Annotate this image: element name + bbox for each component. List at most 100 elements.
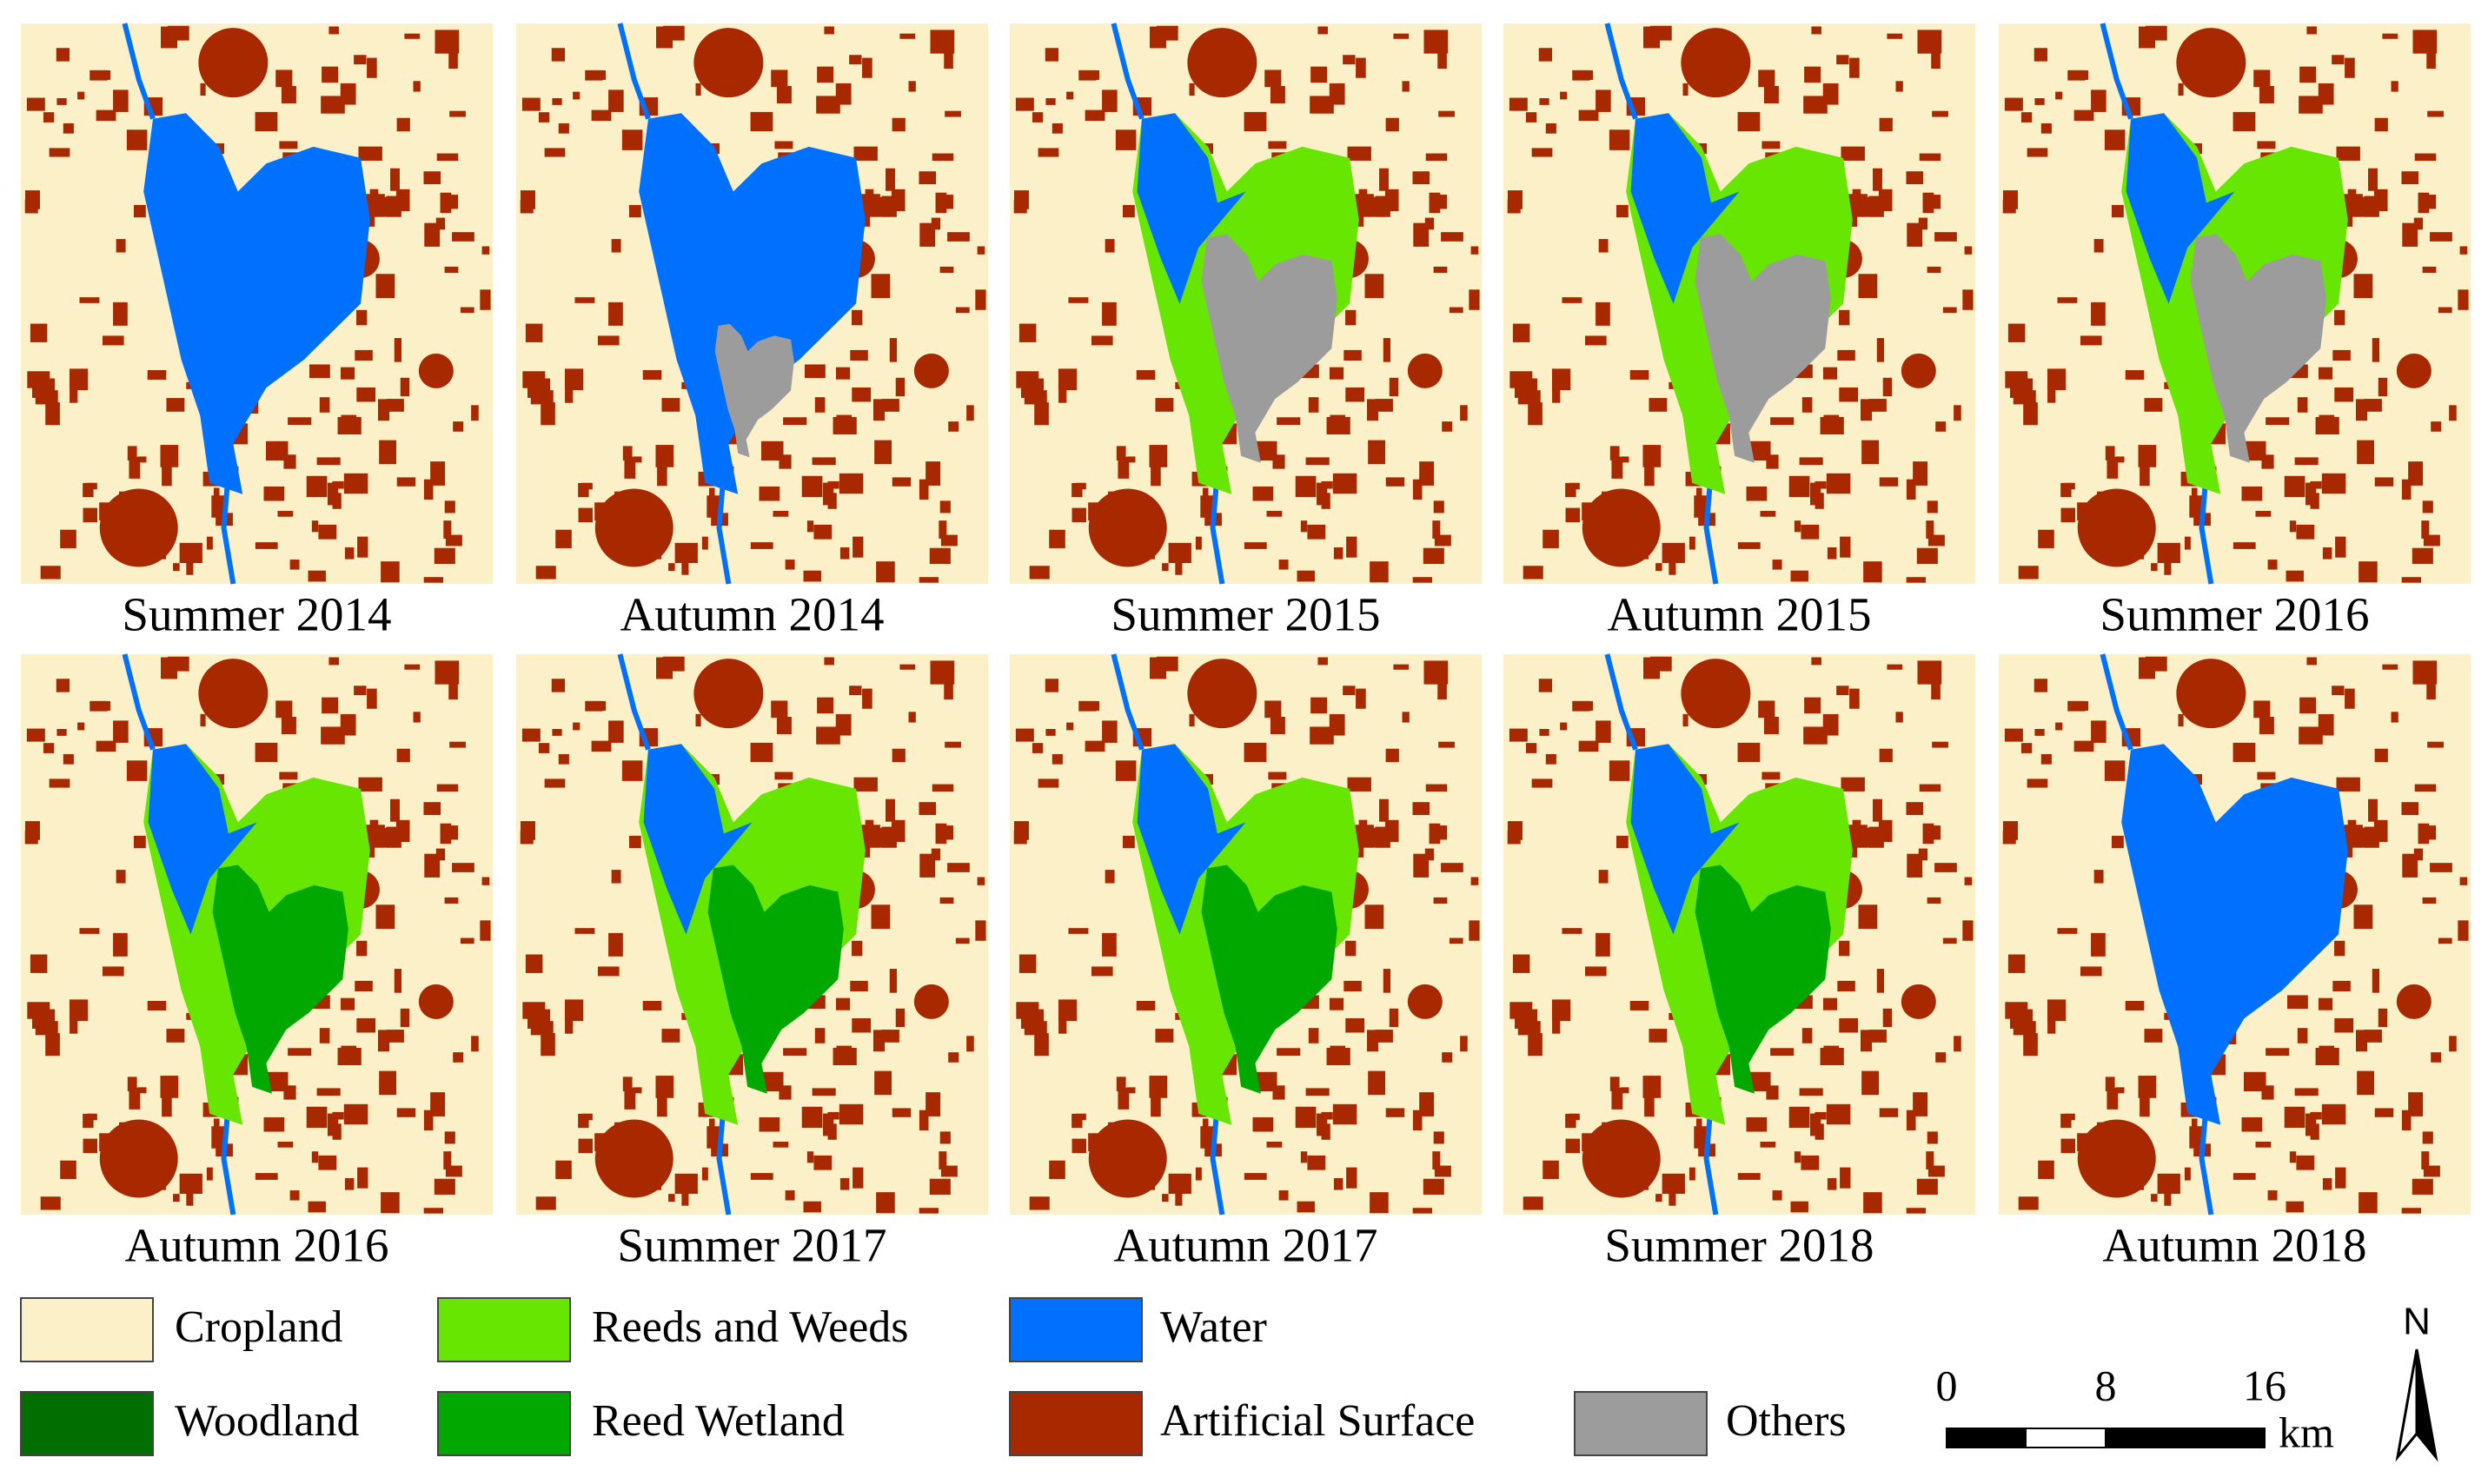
artificial-patch bbox=[1360, 827, 1383, 848]
artificial-patch bbox=[263, 1116, 285, 1132]
artificial-patch bbox=[367, 688, 377, 709]
artificial-patch bbox=[444, 500, 455, 513]
artificial-patch bbox=[357, 1167, 368, 1189]
artificial-patch bbox=[2257, 141, 2276, 149]
artificial-patch bbox=[886, 168, 895, 191]
artificial-patch bbox=[1115, 760, 1137, 781]
artificial-patch bbox=[812, 1088, 836, 1096]
artificial-patch bbox=[2023, 402, 2038, 426]
artificial-patch bbox=[2422, 897, 2437, 904]
artificial-patch bbox=[471, 1036, 479, 1052]
artificial-patch bbox=[1029, 1196, 1050, 1210]
artificial-patch bbox=[1543, 529, 1559, 548]
artificial-patch bbox=[1449, 307, 1463, 314]
legend-swatch bbox=[437, 1297, 571, 1362]
artificial-patch bbox=[852, 940, 863, 957]
artificial-patch bbox=[1168, 1173, 1191, 1195]
artificial-patch bbox=[1413, 222, 1430, 247]
artificial-patch bbox=[277, 1142, 294, 1148]
artificial-patch bbox=[1015, 728, 1034, 742]
artificial-patch bbox=[1662, 542, 1685, 564]
artificial-patch bbox=[167, 656, 189, 672]
artificial-patch bbox=[186, 1183, 194, 1206]
artificial-patch bbox=[1852, 189, 1861, 195]
artificial-patch bbox=[1345, 940, 1357, 957]
artificial-patch bbox=[332, 1111, 344, 1120]
artificial-patch bbox=[1343, 55, 1356, 65]
artificial-patch bbox=[1370, 561, 1389, 583]
artificial-patch bbox=[69, 999, 89, 1022]
artificial-patch bbox=[2347, 189, 2357, 195]
artificial-patch bbox=[43, 112, 55, 123]
artificial-patch bbox=[1438, 741, 1455, 748]
artificial-patch bbox=[1413, 853, 1430, 878]
artificial-patch bbox=[2368, 168, 2378, 191]
artificial-patch bbox=[1412, 802, 1430, 816]
artificial-patch bbox=[2414, 784, 2437, 792]
artificial-patch bbox=[2255, 511, 2272, 517]
artificial-patch bbox=[1876, 338, 1885, 362]
river bbox=[2100, 653, 2214, 1216]
artificial-patch bbox=[2372, 969, 2380, 993]
artificial-patch bbox=[2091, 301, 2106, 326]
artificial-patch bbox=[1045, 729, 1056, 736]
artificial-patch bbox=[1045, 48, 1059, 62]
artificial-patch bbox=[1419, 461, 1435, 486]
artificial-patch bbox=[354, 686, 367, 696]
artificial-patch bbox=[2378, 1008, 2388, 1028]
artificial-patch bbox=[424, 853, 441, 878]
artificial-patch bbox=[2412, 660, 2438, 685]
artificial-patch bbox=[2431, 1052, 2442, 1063]
town bbox=[2396, 984, 2432, 1019]
artificial-patch bbox=[255, 1173, 278, 1180]
artificial-patch bbox=[1569, 1113, 1580, 1121]
artificial-patch bbox=[1531, 148, 1553, 157]
artificial-patch bbox=[1863, 1192, 1882, 1214]
artificial-patch bbox=[1419, 1092, 1435, 1116]
artificial-patch bbox=[2233, 542, 2256, 549]
artificial-patch bbox=[2413, 217, 2424, 230]
artificial-patch bbox=[1565, 507, 1581, 523]
artificial-patch bbox=[1669, 553, 1676, 575]
artificial-patch bbox=[1572, 70, 1590, 81]
artificial-patch bbox=[2426, 53, 2436, 70]
artificial-patch bbox=[1402, 712, 1410, 723]
artificial-patch bbox=[2426, 684, 2436, 700]
artificial-patch bbox=[1858, 904, 1878, 930]
artificial-patch bbox=[2038, 1160, 2054, 1179]
artificial-patch bbox=[521, 728, 541, 742]
artificial-patch bbox=[1195, 536, 1202, 550]
artificial-patch bbox=[835, 367, 851, 380]
town bbox=[1407, 984, 1443, 1019]
artificial-patch bbox=[2289, 520, 2297, 533]
artificial-patch bbox=[1572, 700, 1590, 712]
artificial-patch bbox=[2073, 740, 2094, 752]
artificial-patch bbox=[1841, 777, 1865, 792]
artificial-patch bbox=[1432, 520, 1441, 539]
artificial-patch bbox=[2138, 1076, 2157, 1098]
artificial-patch bbox=[255, 542, 278, 549]
artificial-patch bbox=[611, 239, 621, 253]
artificial-patch bbox=[1801, 1155, 1820, 1170]
artificial-patch bbox=[1836, 55, 1849, 65]
artificial-patch bbox=[929, 547, 951, 564]
artificial-patch bbox=[1649, 1029, 1668, 1043]
artificial-patch bbox=[1071, 507, 1087, 523]
artificial-patch bbox=[2401, 1208, 2422, 1214]
artificial-patch bbox=[2145, 656, 2167, 672]
artificial-patch bbox=[1860, 1030, 1873, 1052]
artificial-patch bbox=[2091, 89, 2107, 112]
artificial-patch bbox=[440, 823, 452, 845]
artificial-patch bbox=[2412, 1178, 2433, 1195]
artificial-patch bbox=[1122, 835, 1135, 849]
artificial-patch bbox=[876, 1192, 895, 1214]
artificial-patch bbox=[1189, 83, 1195, 96]
town bbox=[1681, 659, 1751, 729]
town bbox=[1088, 488, 1167, 567]
artificial-patch bbox=[2332, 55, 2345, 65]
artificial-patch bbox=[1907, 222, 1923, 247]
artificial-patch bbox=[1596, 932, 1610, 957]
artificial-patch bbox=[2408, 1092, 2424, 1116]
artificial-patch bbox=[400, 377, 410, 397]
artificial-patch bbox=[1906, 577, 1927, 583]
